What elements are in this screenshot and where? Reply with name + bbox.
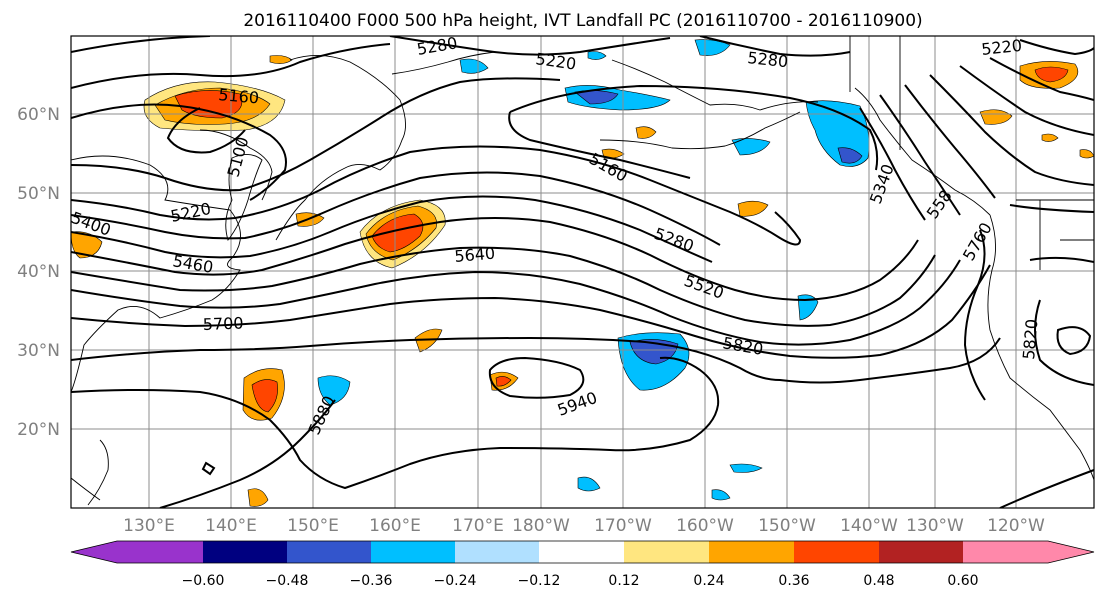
lon-label: 160°W — [676, 516, 734, 536]
lon-label: 180°W — [512, 516, 570, 536]
ivt-positive-region — [71, 231, 103, 259]
ivt-negative-region — [729, 463, 763, 473]
colorbar-tick-label: −0.48 — [266, 573, 309, 589]
map-frame — [70, 35, 1095, 509]
lat-label: 40°N — [17, 262, 60, 282]
ivt-negative-region — [459, 58, 489, 74]
ivt-negative-region — [587, 51, 607, 60]
lon-label: 140°E — [205, 516, 257, 536]
colorbar-tick-label: −0.36 — [350, 573, 393, 589]
colorbar-labels: −0.60 −0.48 −0.36 −0.24 −0.12 0.12 0.24 … — [182, 573, 979, 589]
contour-label: 5640 — [454, 244, 496, 266]
ivt-positive-region — [251, 379, 278, 413]
colorbar-bin — [203, 541, 287, 563]
colorbar-extend-max — [1048, 541, 1094, 563]
lon-label: 120°W — [987, 516, 1045, 536]
lat-label: 30°N — [17, 341, 60, 361]
ivt-positive-region — [174, 90, 243, 119]
colorbar-bin — [879, 541, 963, 563]
ivt-positive-region — [495, 376, 512, 387]
lon-label: 140°W — [840, 516, 898, 536]
colorbar-bin — [117, 541, 203, 563]
ivt-positive-region — [979, 109, 1013, 125]
lon-label: 170°E — [452, 516, 504, 536]
contour-label: 5280 — [415, 33, 458, 59]
ivt-negative-region — [797, 294, 819, 321]
ivt-positive-region — [1041, 133, 1059, 142]
ivt-negative-region — [837, 147, 863, 164]
contour-label: 5820 — [1019, 318, 1041, 360]
lon-label: 150°E — [287, 516, 339, 536]
contour-label: 5280 — [747, 48, 789, 71]
contour-label: 5700 — [202, 314, 243, 334]
map-area: 5280 5220 5280 5220 5160 5100 5160 5340 … — [71, 33, 1094, 508]
longitude-labels: 130°E 140°E 150°E 160°E 170°E 180°W 170°… — [123, 516, 1045, 536]
colorbar-bin — [287, 541, 371, 563]
colorbar-bin — [539, 541, 624, 563]
lon-label: 160°E — [369, 516, 421, 536]
colorbar-tick-label: 0.36 — [778, 573, 809, 589]
latitude-labels: 60°N 50°N 40°N 30°N 20°N — [17, 105, 60, 440]
colorbar-bin — [963, 541, 1048, 563]
colorbar-bin — [371, 541, 455, 563]
ivt-positive-region — [1034, 66, 1069, 83]
lon-label: 130°W — [906, 516, 964, 536]
contour-label: 5220 — [980, 36, 1022, 59]
ivt-shading — [71, 39, 1094, 507]
height-contours — [71, 36, 1094, 508]
lon-label: 130°E — [123, 516, 175, 536]
ivt-positive-region — [247, 488, 269, 507]
figure-title: 2016110400 F000 500 hPa height, IVT Land… — [243, 11, 922, 31]
ivt-negative-region — [731, 138, 771, 156]
contour-label: 5160 — [218, 85, 260, 107]
colorbar — [70, 540, 1095, 564]
ivt-positive-region — [635, 126, 657, 139]
ivt-negative-region — [577, 476, 601, 492]
lat-label: 60°N — [17, 105, 60, 125]
coastlines — [71, 36, 1094, 506]
ivt-positive-region — [737, 200, 769, 217]
colorbar-extend-min — [71, 541, 117, 563]
colorbar-tick-label: 0.24 — [693, 573, 724, 589]
colorbar-bin — [455, 541, 539, 563]
colorbar-tick-label: −0.60 — [182, 573, 225, 589]
colorbar-bin — [624, 541, 709, 563]
colorbar-outline — [70, 540, 1095, 564]
ivt-positive-region — [414, 328, 443, 353]
lon-label: 170°W — [594, 516, 652, 536]
ivt-positive-region — [371, 213, 424, 253]
ivt-positive-region — [269, 55, 293, 64]
ivt-negative-region — [694, 39, 731, 56]
colorbar-bin — [709, 541, 794, 563]
colorbar-tick-label: 0.12 — [608, 573, 639, 589]
colorbar-tick-label: 0.60 — [947, 573, 978, 589]
colorbar-tick-label: −0.12 — [518, 573, 561, 589]
colorbar-tick-label: −0.24 — [434, 573, 477, 589]
lon-label: 150°W — [758, 516, 816, 536]
colorbar-tick-label: 0.48 — [863, 573, 894, 589]
ivt-negative-region — [711, 489, 731, 501]
ivt-negative-region — [317, 375, 351, 406]
colorbar-bin — [794, 541, 879, 563]
lat-label: 50°N — [17, 184, 60, 204]
lat-label: 20°N — [17, 420, 60, 440]
